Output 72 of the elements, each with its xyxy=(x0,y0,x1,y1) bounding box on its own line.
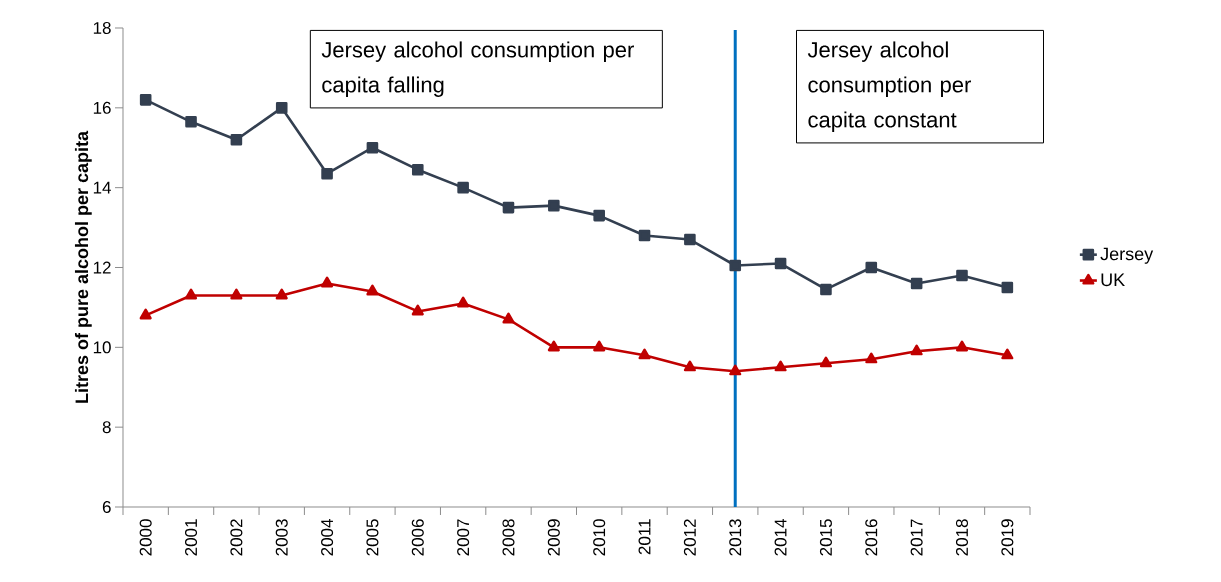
point xyxy=(910,277,923,290)
point xyxy=(593,340,606,352)
point xyxy=(683,360,696,372)
x-tick-label: 2005 xyxy=(366,519,379,556)
point xyxy=(457,181,469,194)
x-tick-label: 2012 xyxy=(683,519,696,556)
point xyxy=(638,348,651,360)
point xyxy=(185,116,197,128)
point xyxy=(366,141,379,154)
point xyxy=(548,199,560,212)
point xyxy=(230,133,243,146)
point xyxy=(275,288,288,300)
point xyxy=(230,288,243,300)
x-tick-label: 2003 xyxy=(275,519,288,556)
point xyxy=(593,209,605,222)
point xyxy=(865,352,878,364)
point xyxy=(321,276,334,288)
point xyxy=(955,340,969,352)
x-tick-label: 2019 xyxy=(1001,519,1014,556)
x-tick-label: 2006 xyxy=(411,519,424,556)
point xyxy=(411,304,424,316)
x-tick-label: 2010 xyxy=(593,519,606,556)
point xyxy=(774,360,787,372)
point xyxy=(502,201,515,214)
x-tick-label: 2011 xyxy=(638,519,651,555)
x-tick-label: 2015 xyxy=(819,519,832,556)
x-tick-label: 2000 xyxy=(139,519,152,556)
y-tick-label: 12 xyxy=(93,261,111,274)
point xyxy=(865,261,878,274)
y-tick-label: 18 xyxy=(93,21,111,35)
point xyxy=(139,94,152,106)
x-tick-label: 2004 xyxy=(321,519,334,556)
point xyxy=(275,102,288,114)
x-tick-label: 2017 xyxy=(910,519,923,556)
y-tick-label: 16 xyxy=(93,101,111,114)
point xyxy=(457,296,470,308)
point xyxy=(774,257,787,270)
point xyxy=(547,340,560,352)
x-tick-label: 2016 xyxy=(865,519,878,556)
point xyxy=(184,288,198,300)
point xyxy=(684,233,696,246)
x-tick-label: 2007 xyxy=(457,519,470,556)
point xyxy=(321,167,333,180)
point xyxy=(819,356,832,368)
point xyxy=(820,283,832,296)
annotation: Jersey alcohol consumption per capita constant xyxy=(807,41,971,132)
x-tick-label: 2001 xyxy=(185,519,198,556)
y-tick-label: 10 xyxy=(93,341,111,354)
point xyxy=(729,259,742,272)
x-tick-label: 2018 xyxy=(955,519,969,556)
y-tick-label: 8 xyxy=(102,421,111,434)
point xyxy=(366,284,379,296)
point xyxy=(956,269,968,282)
point xyxy=(910,344,923,356)
x-tick-label: 2013 xyxy=(729,519,742,556)
x-tick-label: 2014 xyxy=(774,519,787,556)
legend-label: Jersey xyxy=(1100,247,1154,264)
point xyxy=(139,308,152,320)
point xyxy=(729,364,742,376)
point xyxy=(502,312,515,324)
x-tick-label: 2009 xyxy=(547,519,560,556)
point xyxy=(1001,281,1014,294)
point xyxy=(411,163,424,176)
point xyxy=(638,229,651,242)
x-tick-label: 2008 xyxy=(502,519,515,556)
y-axis-title: Litres of pure alcohol per capita xyxy=(74,130,92,403)
y-tick-label: 6 xyxy=(102,500,111,514)
point xyxy=(1001,348,1014,360)
legend-label: UK xyxy=(1101,273,1125,287)
x-tick-label: 2002 xyxy=(230,519,243,556)
y-tick-label: 14 xyxy=(93,181,111,194)
annotation: Jersey alcohol consumption per capita falling xyxy=(321,41,634,97)
